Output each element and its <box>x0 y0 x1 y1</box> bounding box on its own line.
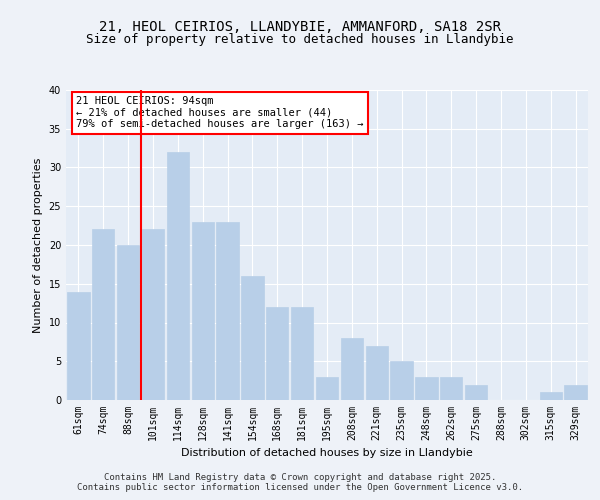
Bar <box>142 230 164 400</box>
Bar <box>117 245 139 400</box>
Bar <box>217 222 239 400</box>
Bar <box>391 361 413 400</box>
Bar <box>365 346 388 400</box>
Bar <box>92 230 115 400</box>
Y-axis label: Number of detached properties: Number of detached properties <box>33 158 43 332</box>
Bar <box>341 338 363 400</box>
Bar <box>316 377 338 400</box>
Text: 21 HEOL CEIRIOS: 94sqm
← 21% of detached houses are smaller (44)
79% of semi-det: 21 HEOL CEIRIOS: 94sqm ← 21% of detached… <box>76 96 364 130</box>
Bar <box>191 222 214 400</box>
Text: Size of property relative to detached houses in Llandybie: Size of property relative to detached ho… <box>86 32 514 46</box>
Bar <box>440 377 463 400</box>
Bar <box>415 377 437 400</box>
Bar <box>167 152 189 400</box>
Bar <box>291 307 313 400</box>
Bar <box>266 307 289 400</box>
Bar <box>539 392 562 400</box>
Text: 21, HEOL CEIRIOS, LLANDYBIE, AMMANFORD, SA18 2SR: 21, HEOL CEIRIOS, LLANDYBIE, AMMANFORD, … <box>99 20 501 34</box>
X-axis label: Distribution of detached houses by size in Llandybie: Distribution of detached houses by size … <box>181 448 473 458</box>
Bar <box>465 384 487 400</box>
Bar <box>565 384 587 400</box>
Bar <box>67 292 89 400</box>
Text: Contains HM Land Registry data © Crown copyright and database right 2025.
Contai: Contains HM Land Registry data © Crown c… <box>77 473 523 492</box>
Bar <box>241 276 263 400</box>
